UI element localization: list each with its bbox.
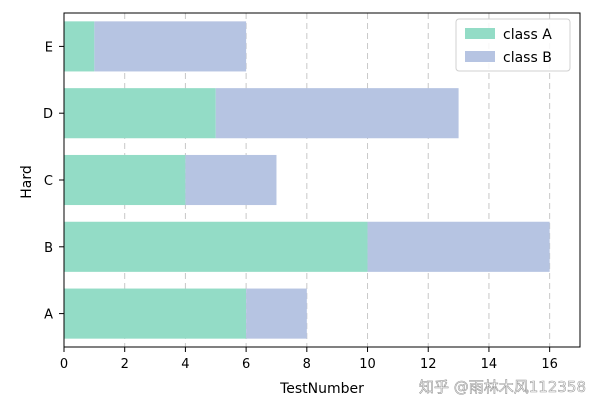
y-axis-label: Hard (19, 165, 35, 199)
legend-label: class A (503, 27, 552, 43)
bar-a-series-1 (64, 288, 247, 339)
y-axis-ticks: A B C D E (43, 40, 64, 323)
x-tick-label: 16 (541, 357, 558, 372)
x-tick-label: 2 (121, 357, 129, 372)
legend: class A class B (455, 18, 571, 72)
x-tick-label: 10 (359, 357, 376, 372)
x-axis-ticks: 0 2 4 6 8 10 12 14 16 (60, 347, 558, 372)
x-tick-label: 0 (60, 357, 68, 372)
bar-e-series-1 (64, 21, 95, 72)
bar-d-series-1 (64, 88, 216, 139)
legend-swatch (465, 51, 495, 62)
bar-c-series-1 (64, 154, 186, 206)
y-tick-label: D (43, 107, 53, 122)
y-tick-label: A (44, 308, 53, 323)
x-tick-label: 8 (303, 357, 311, 372)
legend-swatch (465, 28, 495, 39)
bar-c-series-2 (185, 154, 277, 206)
legend-label: class B (503, 50, 552, 66)
y-tick-label: B (44, 241, 53, 256)
x-axis-label: TestNumber (279, 381, 364, 397)
bar-a-series-2 (246, 288, 307, 339)
watermark: 知乎 @雨林木风112358 (419, 378, 586, 396)
bar-e-series-2 (94, 21, 247, 72)
x-tick-label: 12 (420, 357, 437, 372)
bar-d-series-2 (215, 88, 459, 139)
bars (64, 21, 550, 339)
y-tick-label: C (44, 174, 53, 189)
bar-b-series-2 (367, 221, 550, 272)
bar-b-series-1 (64, 221, 368, 272)
x-tick-label: 14 (481, 357, 498, 372)
y-tick-label: E (45, 40, 53, 55)
x-tick-label: 4 (181, 357, 189, 372)
x-tick-label: 6 (242, 357, 250, 372)
